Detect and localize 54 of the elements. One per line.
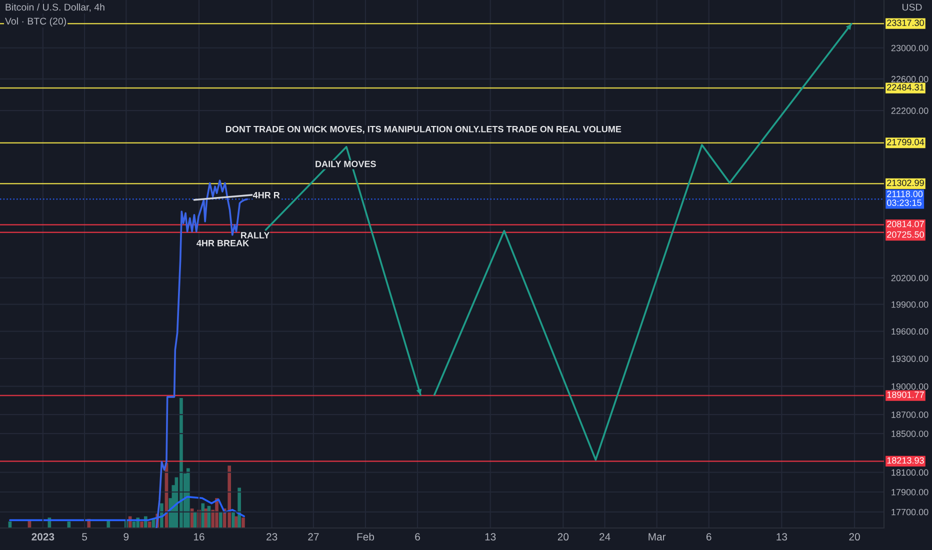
bar [232,512,235,528]
x-tick-label: 2023 [32,533,54,541]
y-tick-label: 20200.00 [891,274,928,282]
y-tick-label: 23000.00 [891,44,928,52]
bar [219,512,222,528]
ref-line-label: 18213.93 [887,457,924,464]
y-tick-label: 19300.00 [892,356,928,362]
x-tick-label: 6 [706,533,712,541]
ref-line-label: 20725.50 [887,231,924,238]
annotation: RALLY [241,232,270,238]
y-tick-label: 19000.00 [892,383,928,390]
x-tick-label: 5 [82,533,87,541]
chart-title: Bitcoin / U.S. Dollar, 4h [6,3,104,12]
bar [201,503,205,528]
x-tick-label: 9 [124,533,129,541]
annotation: DONT TRADE ON WICK MOVES, ITS MANIPULATION ONLY.LETS TRADE ON REAL VOLUME [226,126,622,134]
annotation: 4HR BREAK [196,240,250,246]
x-tick-label: 27 [308,533,319,540]
ref-line-label: 23317.30 [887,20,924,26]
bar [215,498,218,528]
x-tick-label: Feb [357,532,374,541]
ref-line-label: 18901.77 [887,392,924,398]
y-tick-label: 19900.00 [892,301,928,308]
ref-line-label: 21118.00 03:23:15 [887,190,923,206]
ref-line-label: 21302.99 [887,180,924,186]
annotation: DAILY MOVES [316,160,376,168]
bar [193,512,197,528]
x-tick-label: 13 [776,533,788,541]
y-tick-label: 18700.00 [892,412,928,418]
y-axis-title: USD [902,4,922,11]
bar [140,522,144,528]
x-tick-label: 20 [558,533,569,541]
y-tick-label: 22200.00 [891,108,928,114]
y-tick-label: 18500.00 [892,430,928,437]
x-tick-label: 23 [266,533,278,541]
x-tick-label: 20 [849,533,860,541]
x-tick-label: 6 [415,533,420,541]
y-tick-label: 19600.00 [892,328,928,335]
bar [242,518,245,528]
bar [186,468,190,528]
y-tick-label: 22600.00 [891,76,928,82]
chart-title: Vol · BTC (20) [5,17,66,27]
x-tick-label: 24 [600,533,610,540]
annotation: 4HR R [252,192,280,198]
y-tick-label: 17700.00 [892,508,928,516]
x-tick-label: 13 [485,533,496,541]
ref-line-label: 21799.04 [887,138,924,146]
y-tick-label: 18100.00 [892,469,928,476]
x-tick-label: 16 [194,533,204,541]
x-tick-label: Mar [648,533,666,541]
bar [238,488,241,528]
y-tick-label: 17900.00 [892,488,928,496]
ref-line-label: 22484.31 [887,84,924,90]
ref-line-label: 20814.07 [887,220,924,228]
